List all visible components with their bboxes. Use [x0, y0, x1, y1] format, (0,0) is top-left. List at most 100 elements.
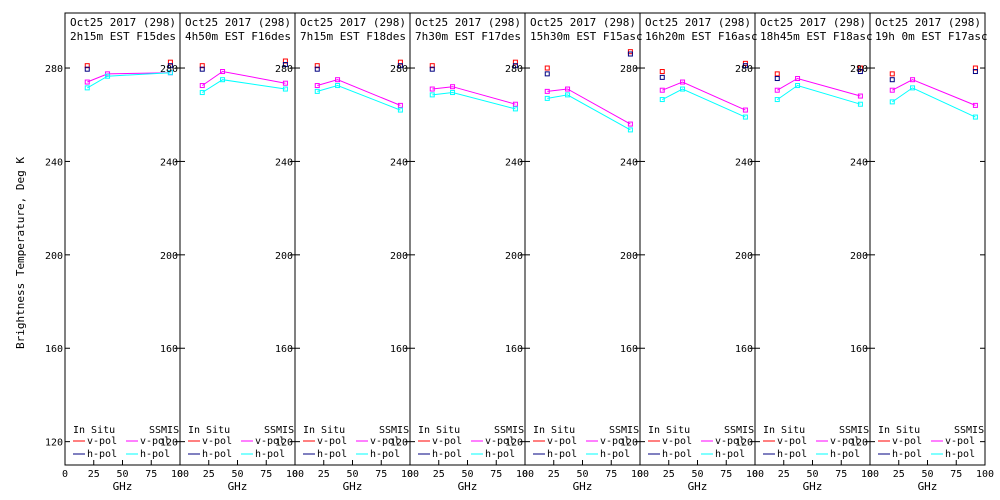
x-tick-label: 75 — [720, 469, 732, 480]
x-tick-label: 100 — [171, 469, 189, 480]
x-axis-label: GHz — [458, 480, 478, 493]
insitu-hpol-point — [889, 77, 895, 83]
x-tick-label: 75 — [145, 469, 157, 480]
y-tick-label: 240 — [160, 157, 178, 168]
x-axis-label: GHz — [113, 480, 133, 493]
ssmis-vpol-line-point — [282, 80, 288, 86]
legend-ssmis-header: SSMIS — [954, 425, 984, 436]
panel-5: Oct25 2017 (298)15h30m EST F15asc 120 160 2… — [505, 12, 649, 493]
y-tick-label: 200 — [390, 251, 408, 262]
y-tick-label: 200 — [850, 251, 868, 262]
legend-ssmis-vpol-label: v-pol — [370, 436, 400, 447]
insitu-vpol-point — [889, 71, 895, 77]
legend-insitu-vpol-label: v-pol — [662, 436, 692, 447]
y-axis-label: Brightness Temperature, Deg K — [14, 157, 27, 349]
ssmis-hpol-line-point — [220, 77, 226, 83]
y-tick-label: 280 — [850, 64, 868, 75]
panel-title-date: Oct25 2017 (298) — [530, 16, 636, 29]
legend-insitu-header: In Situ — [73, 425, 115, 436]
insitu-hpol-point — [167, 63, 173, 69]
y-tick-label: 240 — [275, 157, 293, 168]
legend-insitu-hpol-label: h-pol — [777, 449, 807, 460]
y-tick-label: 160 — [275, 344, 293, 355]
legend-ssmis-hpol-label: h-pol — [600, 449, 630, 460]
panel-title-time: 4h50m EST F16des — [185, 30, 291, 43]
ssmis-vpol-line — [662, 81, 746, 111]
x-tick-label: 50 — [691, 469, 703, 480]
x-tick-label: 25 — [88, 469, 100, 480]
x-tick-label: 75 — [605, 469, 617, 480]
y-tick-label: 280 — [160, 64, 178, 75]
legend-ssmis-vpol-label: v-pol — [945, 436, 975, 447]
ssmis-vpol-line-point — [680, 79, 686, 85]
legend-ssmis-header: SSMIS — [494, 425, 524, 436]
x-tick-label: 50 — [461, 469, 473, 480]
legend-insitu-header: In Situ — [763, 425, 805, 436]
insitu-vpol-point — [659, 69, 665, 75]
x-tick-label: 50 — [806, 469, 818, 480]
y-tick-label: 240 — [45, 157, 63, 168]
x-tick-label: 25 — [318, 469, 330, 480]
legend-insitu-vpol-label: v-pol — [317, 436, 347, 447]
ssmis-vpol-line-point — [742, 107, 748, 113]
y-tick-label: 280 — [390, 64, 408, 75]
legend-insitu-hpol-label: h-pol — [202, 449, 232, 460]
panel-frame — [869, 12, 986, 466]
x-tick-label: 100 — [861, 469, 879, 480]
ssmis-hpol-line-point — [910, 85, 916, 91]
ssmis-vpol-line-point — [450, 84, 456, 90]
panel-title-date: Oct25 2017 (298) — [760, 16, 866, 29]
ssmis-hpol-line — [892, 87, 976, 118]
panel-frame — [294, 12, 411, 466]
legend-ssmis-header: SSMIS — [379, 425, 409, 436]
y-tick-label: 200 — [275, 251, 293, 262]
ssmis-hpol-line-point — [742, 114, 748, 120]
panel-frame — [639, 12, 756, 466]
ssmis-hpol-line-point — [627, 127, 633, 133]
ssmis-vpol-line-point — [627, 121, 633, 127]
ssmis-hpol-line-point — [199, 90, 205, 96]
panel-title-date: Oct25 2017 (298) — [875, 16, 981, 29]
ssmis-hpol-line-point — [565, 92, 571, 98]
ssmis-vpol-line-point — [774, 87, 780, 93]
insitu-hpol-point — [84, 66, 90, 72]
y-tick-label: 160 — [735, 344, 753, 355]
panel-title-time: 7h15m EST F18des — [300, 30, 406, 43]
ssmis-hpol-line-point — [889, 99, 895, 105]
x-tick-label: 25 — [778, 469, 790, 480]
legend-ssmis-header: SSMIS — [149, 425, 179, 436]
y-tick-label: 200 — [620, 251, 638, 262]
y-tick-label: 120 — [850, 438, 868, 449]
ssmis-vpol-line-point — [659, 87, 665, 93]
ssmis-hpol-line — [777, 84, 861, 105]
y-tick-label: 160 — [390, 344, 408, 355]
legend-ssmis-vpol-label: v-pol — [255, 436, 285, 447]
legend-insitu-hpol-label: h-pol — [87, 449, 117, 460]
x-tick-label: 25 — [203, 469, 215, 480]
ssmis-hpol-line-point — [167, 70, 173, 76]
ssmis-vpol-line — [892, 79, 976, 106]
y-tick-label: 200 — [160, 251, 178, 262]
panel-title-time: 19h 0m EST F17asc — [875, 30, 988, 43]
x-tick-label: 0 — [752, 469, 758, 480]
legend-ssmis-hpol-label: h-pol — [945, 449, 975, 460]
panel-title-time: 7h30m EST F17des — [415, 30, 521, 43]
insitu-hpol-point — [314, 66, 320, 72]
y-tick-label: 280 — [735, 64, 753, 75]
x-tick-label: 100 — [976, 469, 994, 480]
ssmis-vpol-line-point — [544, 88, 550, 94]
y-tick-label: 120 — [45, 438, 63, 449]
x-tick-label: 100 — [401, 469, 419, 480]
ssmis-hpol-line-point — [659, 97, 665, 103]
y-tick-label: 240 — [505, 157, 523, 168]
y-tick-label: 120 — [505, 438, 523, 449]
y-tick-label: 240 — [850, 157, 868, 168]
ssmis-vpol-line — [202, 70, 286, 86]
panel-2: Oct25 2017 (298)4h50m EST F16des 120 160 20… — [160, 12, 304, 493]
ssmis-hpol-line-point — [450, 90, 456, 96]
legend-ssmis-hpol-label: h-pol — [370, 449, 400, 460]
legend-insitu-hpol-label: h-pol — [317, 449, 347, 460]
legend-insitu-vpol-label: v-pol — [777, 436, 807, 447]
